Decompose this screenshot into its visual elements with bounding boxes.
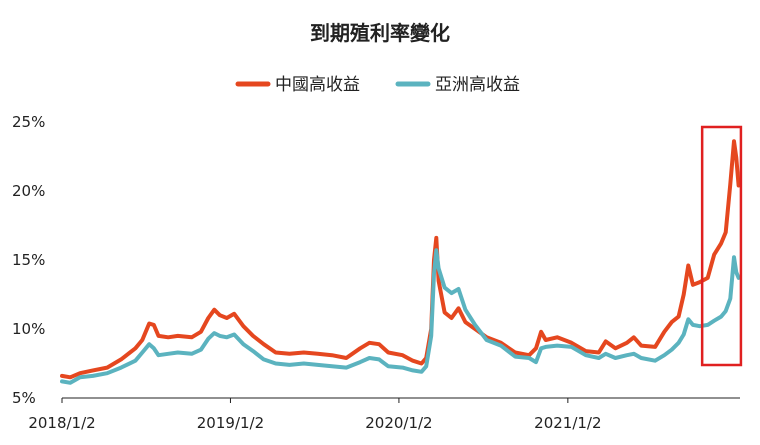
legend-label: 中國高收益 — [275, 75, 360, 95]
series-line-china-hy — [60, 139, 741, 380]
series-line-asia-hy — [60, 248, 741, 385]
x-tick-label: 2019/1/2 — [197, 414, 264, 432]
x-tick-label: 2021/1/2 — [534, 414, 601, 432]
y-tick-label: 10% — [12, 320, 45, 338]
legend: 中國高收益 亞洲高收益 — [235, 75, 520, 95]
x-tick-label: 2020/1/2 — [365, 414, 432, 432]
y-axis: 5% 10% 15% 20% 25% — [12, 113, 45, 407]
series-group — [60, 139, 741, 385]
x-axis: 2018/1/2 2019/1/2 2020/1/2 2021/1/2 — [28, 397, 740, 432]
y-tick-label: 20% — [12, 182, 45, 200]
y-tick-label: 25% — [12, 113, 45, 131]
y-tick-label: 15% — [12, 251, 45, 269]
legend-label: 亞洲高收益 — [435, 75, 520, 95]
chart-title: 到期殖利率變化 — [310, 21, 450, 45]
highlight-box — [700, 125, 743, 367]
overlay-group — [700, 125, 743, 367]
y-tick-label: 5% — [12, 389, 36, 407]
x-tick-label: 2018/1/2 — [28, 414, 95, 432]
